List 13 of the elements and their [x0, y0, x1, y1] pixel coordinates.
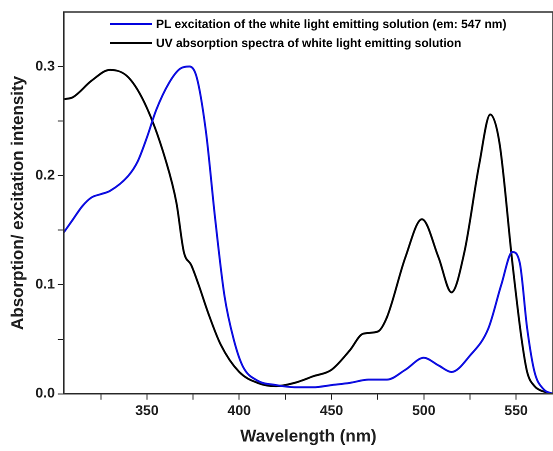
y-axis-title: Absorption/ excitation intensity — [8, 75, 27, 330]
legend-label: UV absorption spectra of white light emitting solution — [156, 36, 462, 50]
x-tick-label: 400 — [228, 402, 252, 418]
y-tick-label: 0.1 — [35, 276, 56, 292]
text: 0.0 — [35, 384, 55, 401]
x-tick-label: 350 — [135, 402, 159, 418]
legend-label: PL excitation of the white light emitting solution (em: 547 nm) — [156, 16, 506, 30]
x-axis-title: Wavelength (nm) — [240, 426, 377, 446]
x-tick-label: 450 — [320, 402, 344, 418]
x-tick-label: 550 — [504, 402, 528, 418]
y-tick-label: 0.3 — [35, 57, 56, 74]
y-tick-label: 0.2 — [35, 166, 56, 182]
x-tick-label: 500 — [412, 402, 436, 418]
